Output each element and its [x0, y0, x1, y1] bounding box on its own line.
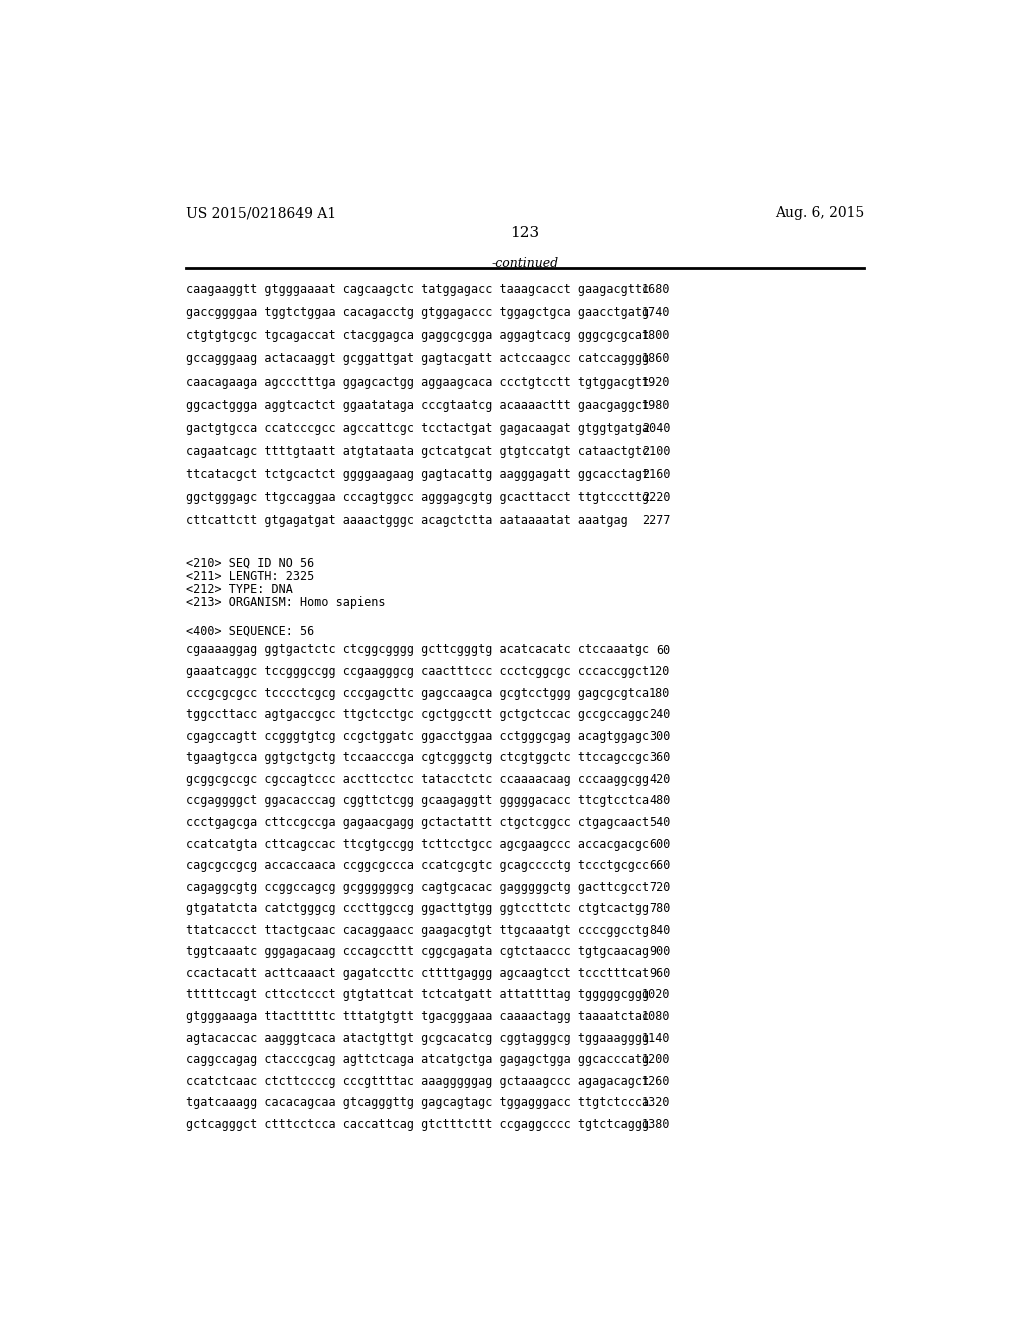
Text: 180: 180	[649, 686, 671, 700]
Text: 720: 720	[649, 880, 671, 894]
Text: tgatcaaagg cacacagcaa gtcagggttg gagcagtagc tggagggacc ttgtctccca: tgatcaaagg cacacagcaa gtcagggttg gagcagt…	[186, 1096, 649, 1109]
Text: 1860: 1860	[642, 352, 671, 366]
Text: ttatcaccct ttactgcaac cacaggaacc gaagacgtgt ttgcaaatgt ccccggcctg: ttatcaccct ttactgcaac cacaggaacc gaagacg…	[186, 924, 649, 937]
Text: gcggcgccgc cgccagtccc accttcctcc tatacctctc ccaaaacaag cccaaggcgg: gcggcgccgc cgccagtccc accttcctcc tatacct…	[186, 774, 649, 785]
Text: caagaaggtt gtgggaaaat cagcaagctc tatggagacc taaagcacct gaagacgttc: caagaaggtt gtgggaaaat cagcaagctc tatggag…	[186, 284, 649, 296]
Text: 780: 780	[649, 903, 671, 915]
Text: cgagccagtt ccgggtgtcg ccgctggatc ggacctggaa cctgggcgag acagtggagc: cgagccagtt ccgggtgtcg ccgctggatc ggacctg…	[186, 730, 649, 743]
Text: 840: 840	[649, 924, 671, 937]
Text: ggctgggagc ttgccaggaa cccagtggcc agggagcgtg gcacttacct ttgtcccttg: ggctgggagc ttgccaggaa cccagtggcc agggagc…	[186, 491, 649, 504]
Text: caacagaaga agccctttga ggagcactgg aggaagcaca ccctgtcctt tgtggacgtt: caacagaaga agccctttga ggagcactgg aggaagc…	[186, 376, 649, 388]
Text: 1920: 1920	[642, 376, 671, 388]
Text: agtacaccac aagggtcaca atactgttgt gcgcacatcg cggtagggcg tggaaagggg: agtacaccac aagggtcaca atactgttgt gcgcaca…	[186, 1032, 649, 1044]
Text: 2100: 2100	[642, 445, 671, 458]
Text: ccctgagcga cttccgccga gagaacgagg gctactattt ctgctcggcc ctgagcaact: ccctgagcga cttccgccga gagaacgagg gctacta…	[186, 816, 649, 829]
Text: caggccagag ctacccgcag agttctcaga atcatgctga gagagctgga ggcacccatg: caggccagag ctacccgcag agttctcaga atcatgc…	[186, 1053, 649, 1067]
Text: 2160: 2160	[642, 469, 671, 480]
Text: 60: 60	[656, 644, 671, 656]
Text: 1200: 1200	[642, 1053, 671, 1067]
Text: ccatctcaac ctcttccccg cccgttttac aaagggggag gctaaagccc agagacagct: ccatctcaac ctcttccccg cccgttttac aaagggg…	[186, 1074, 649, 1088]
Text: cagaatcagc ttttgtaatt atgtataata gctcatgcat gtgtccatgt cataactgtc: cagaatcagc ttttgtaatt atgtataata gctcatg…	[186, 445, 649, 458]
Text: tggtcaaatc gggagacaag cccagccttt cggcgagata cgtctaaccc tgtgcaacag: tggtcaaatc gggagacaag cccagccttt cggcgag…	[186, 945, 649, 958]
Text: cagaggcgtg ccggccagcg gcggggggcg cagtgcacac gagggggctg gacttcgcct: cagaggcgtg ccggccagcg gcggggggcg cagtgca…	[186, 880, 649, 894]
Text: 900: 900	[649, 945, 671, 958]
Text: 300: 300	[649, 730, 671, 743]
Text: 2277: 2277	[642, 515, 671, 527]
Text: 240: 240	[649, 708, 671, 721]
Text: gactgtgcca ccatcccgcc agccattcgc tcctactgat gagacaagat gtggtgatga: gactgtgcca ccatcccgcc agccattcgc tcctact…	[186, 422, 649, 434]
Text: -continued: -continued	[492, 257, 558, 271]
Text: tggccttacc agtgaccgcc ttgctcctgc cgctggcctt gctgctccac gccgccaggc: tggccttacc agtgaccgcc ttgctcctgc cgctggc…	[186, 708, 649, 721]
Text: Aug. 6, 2015: Aug. 6, 2015	[775, 206, 864, 220]
Text: 1020: 1020	[642, 989, 671, 1002]
Text: gaccggggaa tggtctggaa cacagacctg gtggagaccc tggagctgca gaacctgatg: gaccggggaa tggtctggaa cacagacctg gtggaga…	[186, 306, 649, 319]
Text: 1080: 1080	[642, 1010, 671, 1023]
Text: 1380: 1380	[642, 1118, 671, 1131]
Text: cttcattctt gtgagatgat aaaactgggc acagctctta aataaaatat aaatgag: cttcattctt gtgagatgat aaaactgggc acagctc…	[186, 515, 628, 527]
Text: 420: 420	[649, 774, 671, 785]
Text: 1260: 1260	[642, 1074, 671, 1088]
Text: ggcactggga aggtcactct ggaatataga cccgtaatcg acaaaacttt gaacgaggct: ggcactggga aggtcactct ggaatataga cccgtaa…	[186, 399, 649, 412]
Text: 120: 120	[649, 665, 671, 678]
Text: 1140: 1140	[642, 1032, 671, 1044]
Text: 1320: 1320	[642, 1096, 671, 1109]
Text: gaaatcaggc tccgggccgg ccgaagggcg caactttccc ccctcggcgc cccaccggct: gaaatcaggc tccgggccgg ccgaagggcg caacttt…	[186, 665, 649, 678]
Text: 960: 960	[649, 966, 671, 979]
Text: <400> SEQUENCE: 56: <400> SEQUENCE: 56	[186, 624, 314, 638]
Text: tttttccagt cttcctccct gtgtattcat tctcatgatt attattttag tgggggcggg: tttttccagt cttcctccct gtgtattcat tctcatg…	[186, 989, 649, 1002]
Text: cgaaaaggag ggtgactctc ctcggcgggg gcttcgggtg acatcacatc ctccaaatgc: cgaaaaggag ggtgactctc ctcggcgggg gcttcgg…	[186, 644, 649, 656]
Text: 1740: 1740	[642, 306, 671, 319]
Text: 480: 480	[649, 795, 671, 808]
Text: ccatcatgta cttcagccac ttcgtgccgg tcttcctgcc agcgaagccc accacgacgc: ccatcatgta cttcagccac ttcgtgccgg tcttcct…	[186, 838, 649, 850]
Text: 660: 660	[649, 859, 671, 873]
Text: 1980: 1980	[642, 399, 671, 412]
Text: 1680: 1680	[642, 284, 671, 296]
Text: US 2015/0218649 A1: US 2015/0218649 A1	[186, 206, 336, 220]
Text: ccactacatt acttcaaact gagatccttc cttttgaggg agcaagtcct tccctttcat: ccactacatt acttcaaact gagatccttc cttttga…	[186, 966, 649, 979]
Text: gtgatatcta catctgggcg cccttggccg ggacttgtgg ggtccttctc ctgtcactgg: gtgatatcta catctgggcg cccttggccg ggacttg…	[186, 903, 649, 915]
Text: 600: 600	[649, 838, 671, 850]
Text: <213> ORGANISM: Homo sapiens: <213> ORGANISM: Homo sapiens	[186, 595, 386, 609]
Text: 2220: 2220	[642, 491, 671, 504]
Text: <212> TYPE: DNA: <212> TYPE: DNA	[186, 582, 293, 595]
Text: ctgtgtgcgc tgcagaccat ctacggagca gaggcgcgga aggagtcacg gggcgcgcat: ctgtgtgcgc tgcagaccat ctacggagca gaggcgc…	[186, 330, 649, 342]
Text: gtgggaaaga ttactttttc tttatgtgtt tgacgggaaa caaaactagg taaaatctac: gtgggaaaga ttactttttc tttatgtgtt tgacggg…	[186, 1010, 649, 1023]
Text: gctcagggct ctttcctcca caccattcag gtctttcttt ccgaggcccc tgtctcaggg: gctcagggct ctttcctcca caccattcag gtctttc…	[186, 1118, 649, 1131]
Text: ttcatacgct tctgcactct ggggaagaag gagtacattg aagggagatt ggcacctagt: ttcatacgct tctgcactct ggggaagaag gagtaca…	[186, 469, 649, 480]
Text: gccagggaag actacaaggt gcggattgat gagtacgatt actccaagcc catccagggg: gccagggaag actacaaggt gcggattgat gagtacg…	[186, 352, 649, 366]
Text: 123: 123	[510, 226, 540, 240]
Text: 360: 360	[649, 751, 671, 764]
Text: cccgcgcgcc tcccctcgcg cccgagcttc gagccaagca gcgtcctggg gagcgcgtca: cccgcgcgcc tcccctcgcg cccgagcttc gagccaa…	[186, 686, 649, 700]
Text: <210> SEQ ID NO 56: <210> SEQ ID NO 56	[186, 557, 314, 569]
Text: <211> LENGTH: 2325: <211> LENGTH: 2325	[186, 570, 314, 582]
Text: ccgaggggct ggacacccag cggttctcgg gcaagaggtt gggggacacc ttcgtcctca: ccgaggggct ggacacccag cggttctcgg gcaagag…	[186, 795, 649, 808]
Text: 540: 540	[649, 816, 671, 829]
Text: 2040: 2040	[642, 422, 671, 434]
Text: tgaagtgcca ggtgctgctg tccaacccga cgtcgggctg ctcgtggctc ttccagccgc: tgaagtgcca ggtgctgctg tccaacccga cgtcggg…	[186, 751, 649, 764]
Text: cagcgccgcg accaccaaca ccggcgccca ccatcgcgtc gcagcccctg tccctgcgcc: cagcgccgcg accaccaaca ccggcgccca ccatcgc…	[186, 859, 649, 873]
Text: 1800: 1800	[642, 330, 671, 342]
